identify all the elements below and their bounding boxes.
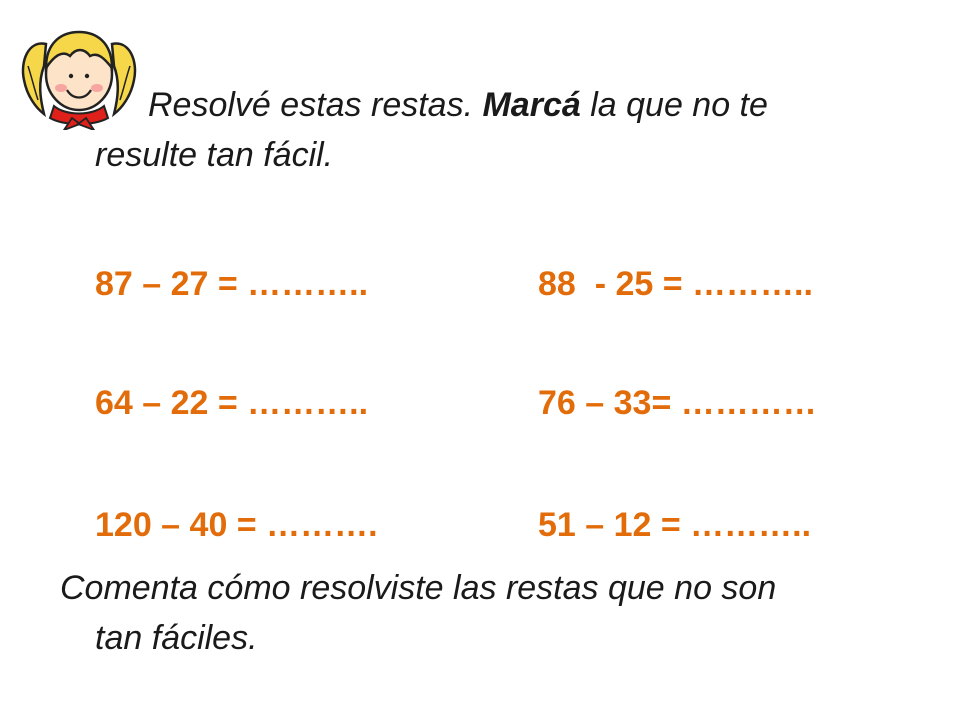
equation-left-2: 64 – 22 = ………..: [95, 384, 369, 422]
instruction-bold: Marcá: [482, 86, 581, 124]
equation-right-1: 88 - 25 = ………..: [538, 265, 813, 303]
equation-right-3: 51 – 12 = ………..: [538, 506, 812, 544]
comment-line2: tan fáciles.: [95, 619, 258, 657]
equation-right-2: 76 – 33= …………: [538, 384, 817, 422]
equation-left-3: 120 – 40 = ……….: [95, 506, 378, 544]
instruction-part2: la que no te: [580, 86, 768, 124]
instruction: Resolvé estas restas. Marcá la que no te…: [95, 80, 915, 180]
girl-face-icon: [21, 30, 137, 130]
equation-left-1: 87 – 27 = ………..: [95, 265, 369, 303]
comment: Comenta cómo resolviste las restas que n…: [60, 563, 920, 663]
comment-line1: Comenta cómo resolviste las restas que n…: [60, 569, 777, 607]
instruction-part1: Resolvé estas restas.: [148, 86, 483, 124]
instruction-line2: resulte tan fácil.: [95, 136, 334, 174]
